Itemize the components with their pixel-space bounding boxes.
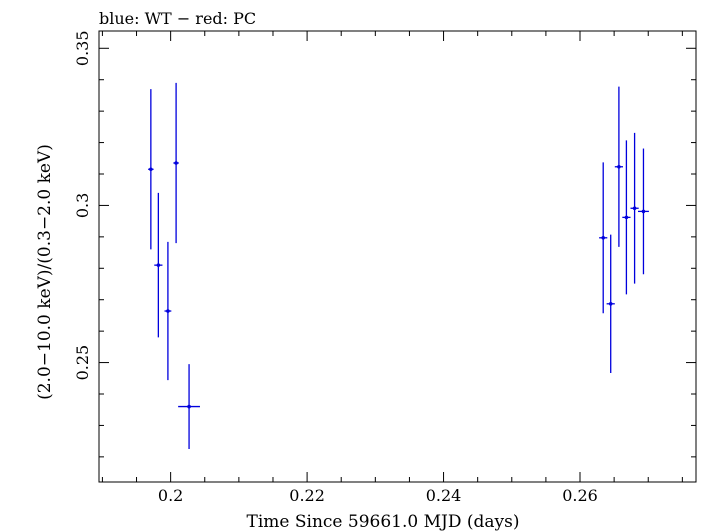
y-tick-label: 0.35 xyxy=(73,30,92,66)
point-marker xyxy=(641,209,646,214)
data-point xyxy=(630,132,639,284)
point-marker xyxy=(624,215,629,220)
data-point xyxy=(638,148,649,275)
point-marker xyxy=(187,404,191,409)
data-point xyxy=(614,86,623,247)
point-marker xyxy=(617,164,621,169)
data-point xyxy=(164,241,172,381)
point-marker xyxy=(601,236,606,240)
x-tick-label: 0.26 xyxy=(562,486,598,505)
x-tick-label: 0.22 xyxy=(289,486,325,505)
point-marker xyxy=(149,167,153,172)
data-point xyxy=(154,192,163,338)
chart-title: blue: WT − red: PC xyxy=(99,9,256,28)
data-point xyxy=(173,82,179,244)
y-tick-label: 0.3 xyxy=(73,193,92,218)
plot-frame xyxy=(98,30,697,483)
y-axis-label: (2.0−10.0 keV)/(0.3−2.0 keV) xyxy=(35,144,55,400)
data-point xyxy=(178,364,200,449)
data-point xyxy=(606,234,615,373)
point-marker xyxy=(156,263,161,267)
axis-ticks: 0.2 0.22 0.24 0.26 0.25 0.3 0.35 xyxy=(73,30,696,505)
point-marker xyxy=(174,161,178,165)
data-point xyxy=(148,89,154,250)
data-point xyxy=(622,140,631,295)
point-marker xyxy=(166,309,170,313)
y-tick-label: 0.25 xyxy=(73,345,92,381)
data-point xyxy=(599,162,608,314)
x-axis-label: Time Since 59661.0 MJD (days) xyxy=(247,512,520,532)
x-tick-label: 0.24 xyxy=(426,486,462,505)
data-series xyxy=(148,82,649,449)
point-marker xyxy=(608,302,613,306)
point-marker xyxy=(632,206,637,211)
x-tick-label: 0.2 xyxy=(158,486,183,505)
